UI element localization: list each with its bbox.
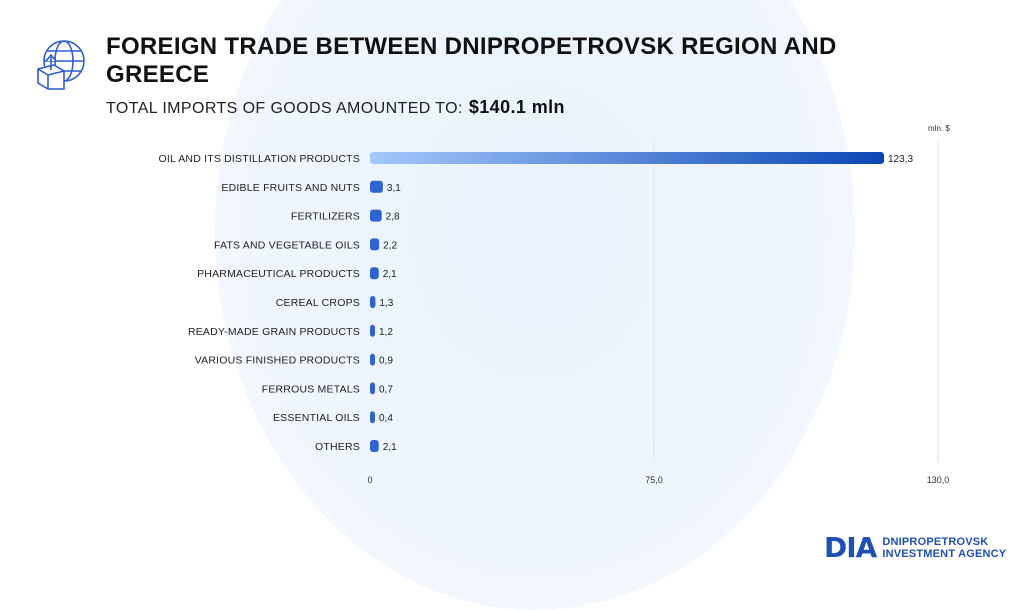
bar — [370, 180, 383, 193]
value-label: 0,9 — [379, 356, 393, 367]
value-label: 0,4 — [379, 413, 393, 424]
bar — [370, 209, 382, 222]
bar — [370, 353, 375, 366]
category-label: EDIBLE FRUITS AND NUTS — [221, 182, 360, 194]
category-label: CEREAL CROPS — [276, 297, 360, 309]
page-title: FOREIGN TRADE BETWEEN DNIPROPETROVSK REG… — [106, 33, 837, 88]
category-label: PHARMACEUTICAL PRODUCTS — [197, 268, 360, 280]
logo-line2: INVESTMENT AGENCY — [882, 548, 1007, 560]
value-label: 2,1 — [383, 442, 397, 453]
category-label: FERROUS METALS — [262, 383, 360, 395]
background-circle — [215, 0, 855, 610]
x-tick-label: 130,0 — [927, 475, 950, 485]
value-label: 1,3 — [379, 298, 393, 309]
category-label: OIL AND ITS DISTILLATION PRODUCTS — [159, 153, 360, 165]
globe-import-icon — [37, 40, 85, 90]
logo-mark: DIA — [824, 531, 877, 564]
bar — [370, 152, 884, 164]
bar — [370, 411, 375, 424]
value-label: 2,2 — [383, 240, 397, 251]
category-label: READY-MADE GRAIN PRODUCTS — [188, 326, 360, 338]
bar — [370, 382, 375, 395]
value-label: 123,3 — [888, 154, 913, 165]
subtitle-label: TOTAL IMPORTS OF GOODS AMOUNTED TO: — [106, 100, 463, 117]
category-label: OTHERS — [315, 441, 360, 453]
value-label: 1,2 — [379, 327, 393, 338]
bar — [370, 440, 379, 452]
bar-chart: 0 75,0 130,0 OIL AND ITS DISTILLATION PRODU… — [159, 140, 950, 485]
category-label: FATS AND VEGETABLE OILS — [214, 239, 360, 251]
bar — [370, 296, 376, 308]
bar — [370, 238, 380, 251]
category-label: ESSENTIAL OILS — [273, 412, 360, 424]
logo-line1: DNIPROPETROVSK — [882, 536, 989, 548]
bar — [370, 324, 376, 337]
x-tick-label: 75,0 — [645, 475, 663, 485]
unit-label: mln. $ — [928, 124, 950, 133]
dia-logo: DIA DNIPROPETROVSK INVESTMENT AGENCY — [824, 534, 1006, 562]
total-imports-value: $140.1 mln — [468, 97, 565, 117]
value-label: 2,1 — [383, 269, 397, 280]
category-label: FERTILIZERS — [291, 211, 360, 223]
value-label: 0,7 — [379, 384, 393, 395]
value-label: 3,1 — [387, 183, 401, 194]
x-tick-label: 0 — [367, 475, 372, 485]
value-label: 2,8 — [386, 212, 400, 223]
category-label: VARIOUS FINISHED PRODUCTS — [195, 355, 360, 367]
subtitle: TOTAL IMPORTS OF GOODS AMOUNTED TO: $140.… — [106, 97, 565, 118]
bar — [370, 267, 379, 280]
